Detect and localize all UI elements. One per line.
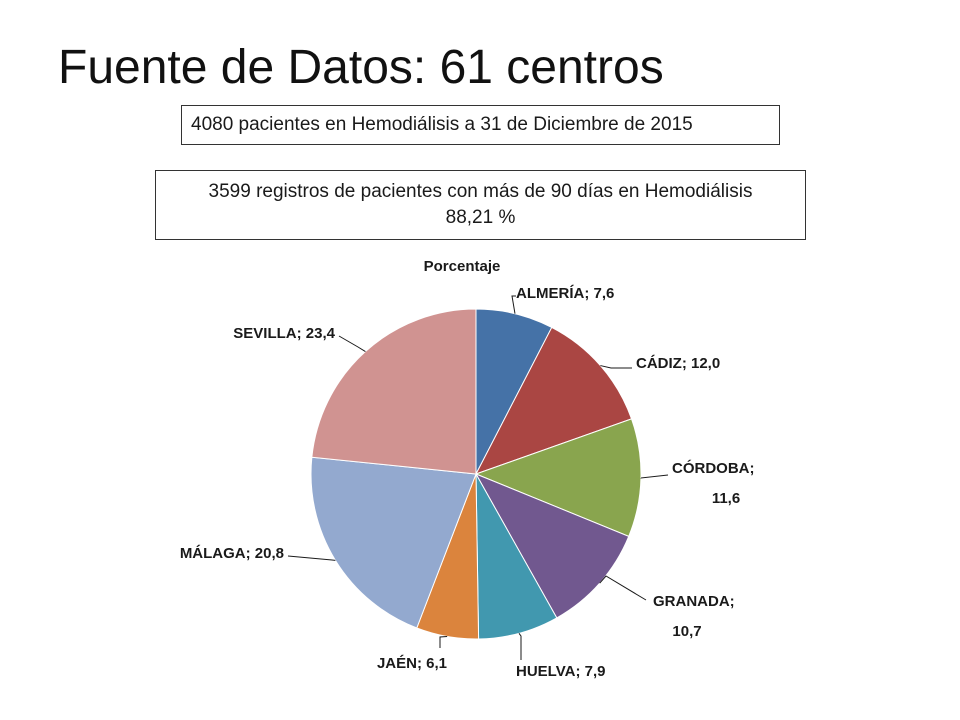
leader-line-córdoba — [640, 474, 669, 479]
slice-label-córdoba: CÓRDOBA; — [672, 459, 755, 477]
pie-slices — [310, 308, 642, 640]
pie-slice-málaga — [310, 456, 477, 629]
leader-line-cádiz — [600, 365, 632, 369]
leader-line-huelva — [518, 633, 522, 660]
leader-line-almería — [511, 295, 516, 314]
slice-labels: ALMERÍA; 7,6 CÁDIZ; 12,0 CÓRDOBA; 11,6 GRANA… — [180, 285, 755, 680]
patients-info-box: 4080 pacientes en Hemodiálisis a 31 de D… — [181, 105, 780, 145]
leader-lines — [287, 295, 669, 660]
slice-label-málaga: MÁLAGA; 20,8 — [180, 545, 284, 562]
slice-label-granada: GRANADA; — [653, 593, 735, 610]
leader-line-granada — [599, 575, 647, 601]
slice-label-córdoba-value: 11,6 — [712, 490, 740, 507]
slice-label-jaén: JAÉN; 6,1 — [377, 655, 447, 672]
slice-label-almería: ALMERÍA; 7,6 — [516, 285, 614, 302]
records-info-box: 3599 registros de pacientes con más de 9… — [155, 170, 806, 240]
chart-title: Porcentaje — [424, 258, 501, 275]
records-info-text: 3599 registros de pacientes con más de 9… — [208, 181, 753, 202]
slice-label-cádiz: CÁDIZ; 12,0 — [636, 355, 720, 372]
leader-line-sevilla — [338, 335, 366, 352]
slice-label-huelva: HUELVA; 7,9 — [516, 663, 605, 680]
records-percentage: 88,21 % — [445, 207, 516, 228]
slide-title: Fuente de Datos: 61 centros — [58, 41, 664, 94]
patients-info-text: 4080 pacientes en Hemodiálisis a 31 de D… — [191, 114, 693, 135]
leader-line-málaga — [287, 555, 336, 561]
slice-label-sevilla: SEVILLA; 23,4 — [233, 325, 335, 342]
leader-line-jaén — [439, 635, 448, 648]
slice-label-granada-value: 10,7 — [672, 623, 701, 640]
pie-slice-sevilla — [311, 308, 477, 475]
